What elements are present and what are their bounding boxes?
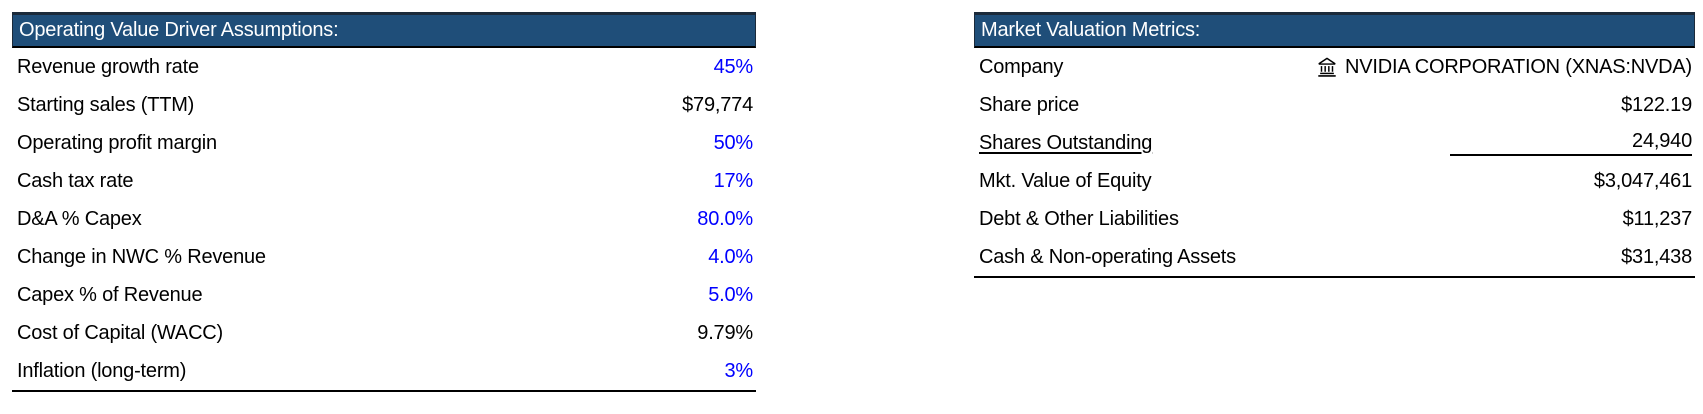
table-row: Change in NWC % Revenue 4.0% [12, 238, 756, 276]
table-row: Operating profit margin 50% [12, 124, 756, 162]
row-value[interactable]: $79,774 [682, 93, 753, 116]
row-label[interactable]: D&A % Capex [17, 207, 142, 230]
row-value[interactable]: 17% [713, 169, 754, 192]
row-value[interactable]: 4.0% [708, 245, 753, 268]
table-row: Cost of Capital (WACC) 9.79% [12, 314, 756, 352]
row-value[interactable]: 50% [713, 131, 754, 154]
market-valuation-table: Market Valuation Metrics: Company NVIDIA… [974, 12, 1695, 278]
table-row: Company NVIDIA CORPORATION (XNAS:NVDA) [974, 48, 1695, 86]
row-label[interactable]: Cash tax rate [17, 169, 134, 192]
operating-assumptions-header[interactable]: Operating Value Driver Assumptions: [12, 12, 756, 48]
row-label[interactable]: Change in NWC % Revenue [17, 245, 266, 268]
row-label[interactable]: Shares Outstanding [979, 131, 1153, 154]
company-name: NVIDIA CORPORATION (XNAS:NVDA) [1344, 55, 1692, 78]
table-row: Starting sales (TTM) $79,774 [12, 86, 756, 124]
market-valuation-body: Company NVIDIA CORPORATION (XNAS:NVDA) S… [974, 48, 1695, 278]
table-row: Mkt. Value of Equity $3,047,461 [974, 162, 1695, 200]
row-label[interactable]: Inflation (long-term) [17, 359, 187, 382]
operating-assumptions-title: Operating Value Driver Assumptions: [19, 19, 339, 41]
table-row: Capex % of Revenue 5.0% [12, 276, 756, 314]
table-row: Cash tax rate 17% [12, 162, 756, 200]
row-value[interactable]: $3,047,461 [1593, 169, 1692, 192]
table-row: Inflation (long-term) 3% [12, 352, 756, 390]
table-row: Debt & Other Liabilities $11,237 [974, 200, 1695, 238]
row-value[interactable]: 5.0% [708, 283, 753, 306]
market-valuation-header[interactable]: Market Valuation Metrics: [974, 12, 1695, 48]
row-label[interactable]: Cash & Non-operating Assets [979, 245, 1236, 268]
table-row: Shares Outstanding 24,940 [974, 124, 1695, 162]
row-value[interactable]: 24,940 [1450, 130, 1692, 156]
row-value[interactable]: 45% [713, 55, 754, 78]
company-cell[interactable]: NVIDIA CORPORATION (XNAS:NVDA) [1316, 56, 1692, 79]
row-label[interactable]: Starting sales (TTM) [17, 93, 195, 116]
market-valuation-title: Market Valuation Metrics: [981, 19, 1201, 41]
bank-icon[interactable] [1316, 56, 1338, 78]
row-value[interactable]: 3% [724, 359, 753, 382]
row-value[interactable]: 9.79% [697, 321, 753, 344]
row-label[interactable]: Share price [979, 93, 1080, 116]
row-value[interactable]: $11,237 [1622, 207, 1693, 230]
row-value[interactable]: 80.0% [697, 207, 753, 230]
row-label[interactable]: Company [979, 55, 1064, 78]
operating-assumptions-table: Operating Value Driver Assumptions: Reve… [12, 12, 756, 392]
row-label[interactable]: Operating profit margin [17, 131, 217, 154]
row-label[interactable]: Capex % of Revenue [17, 283, 203, 306]
table-row: D&A % Capex 80.0% [12, 200, 756, 238]
table-row: Share price $122.19 [974, 86, 1695, 124]
row-value[interactable]: $31,438 [1621, 245, 1692, 268]
operating-assumptions-body: Revenue growth rate 45% Starting sales (… [12, 48, 756, 392]
table-row: Revenue growth rate 45% [12, 48, 756, 86]
row-label[interactable]: Mkt. Value of Equity [979, 169, 1152, 192]
row-label[interactable]: Debt & Other Liabilities [979, 207, 1179, 230]
table-row: Cash & Non-operating Assets $31,438 [974, 238, 1695, 276]
row-label[interactable]: Revenue growth rate [17, 55, 199, 78]
row-value[interactable]: $122.19 [1621, 93, 1692, 116]
row-label[interactable]: Cost of Capital (WACC) [17, 321, 224, 344]
